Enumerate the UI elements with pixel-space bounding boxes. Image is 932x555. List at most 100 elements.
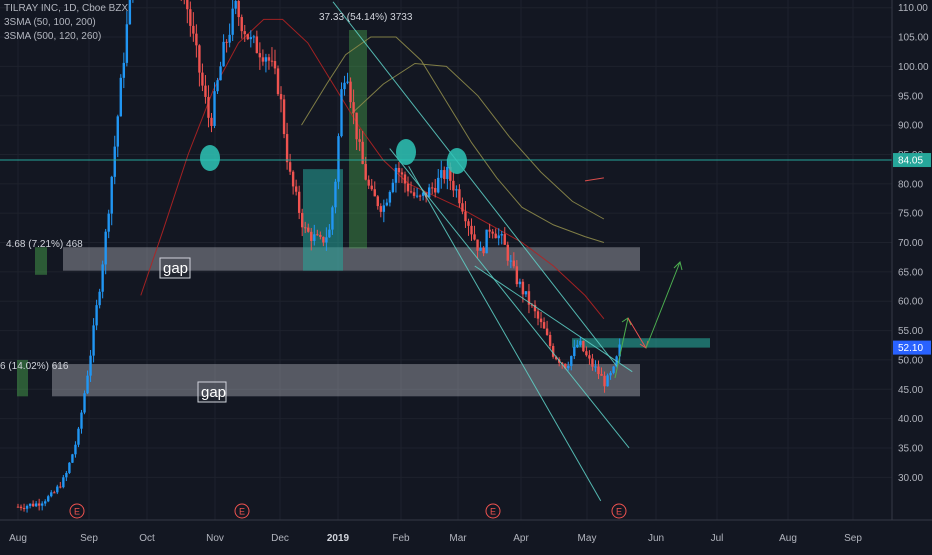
- x-tick-label: Nov: [206, 533, 224, 544]
- candle-body: [86, 375, 89, 394]
- candle-body: [304, 227, 307, 229]
- y-tick-label: 55.00: [898, 326, 923, 337]
- candle-body: [319, 234, 322, 237]
- candle-body: [246, 34, 249, 40]
- candle-body: [473, 234, 476, 240]
- candle-body: [116, 116, 119, 147]
- candle-body: [243, 31, 246, 35]
- y-tick-label: 90.00: [898, 121, 923, 132]
- candle-body: [576, 344, 579, 347]
- candle-body: [222, 41, 225, 67]
- x-tick-label: Feb: [392, 533, 410, 544]
- candle-body: [316, 234, 319, 236]
- earnings-marker-label: E: [239, 507, 245, 517]
- candle-body: [518, 281, 522, 285]
- gap-label: gap: [201, 384, 226, 401]
- candle-body: [455, 189, 458, 191]
- y-tick-label: 70.00: [898, 238, 923, 249]
- candle-body: [189, 9, 192, 26]
- x-tick-label: 2019: [327, 533, 350, 544]
- earnings-marker: [69, 503, 85, 519]
- candle-body: [98, 291, 101, 306]
- earnings-marker: [485, 503, 501, 519]
- candle-body: [612, 366, 615, 373]
- y-tick-label: 80.00: [898, 179, 923, 190]
- candle-body: [561, 362, 564, 364]
- candle-body: [119, 77, 122, 117]
- candle-body: [213, 91, 216, 126]
- candle-body: [521, 281, 525, 295]
- candle-body: [503, 234, 506, 245]
- candle-body: [385, 202, 389, 206]
- candle-body: [113, 146, 116, 177]
- candle-body: [588, 355, 591, 359]
- candle-body: [500, 234, 503, 236]
- candle-body: [594, 366, 597, 368]
- highlight-circle: [447, 148, 467, 174]
- candle-body: [554, 356, 558, 360]
- y-tick-label: 65.00: [898, 267, 923, 278]
- trendline-support: [474, 265, 633, 373]
- candle-body: [313, 234, 316, 241]
- candle-body: [285, 134, 289, 163]
- candle-body: [427, 187, 431, 198]
- legend-sma-slow[interactable]: 3SMA (500, 120, 260): [4, 31, 102, 42]
- last-price-badge: 52.10: [898, 343, 923, 354]
- y-tick-label: 100.00: [898, 62, 929, 73]
- x-tick-label: May: [578, 533, 597, 544]
- candle-body: [542, 322, 546, 329]
- candle-body: [418, 195, 422, 197]
- candle-body: [476, 239, 479, 251]
- forecast-arrow-head-3: [673, 261, 683, 271]
- earnings-marker-label: E: [490, 507, 496, 517]
- candle-body: [364, 164, 367, 180]
- candle-body: [110, 176, 113, 214]
- candle-body: [237, 0, 240, 18]
- candle-body: [28, 503, 32, 506]
- candle-body: [567, 365, 570, 369]
- candle-body: [388, 192, 392, 203]
- legend-sma-fast[interactable]: 3SMA (50, 100, 200): [4, 17, 96, 28]
- measure-label-large: 37.33 (54.14%) 3733: [319, 12, 413, 23]
- candle-body: [279, 94, 283, 100]
- legend-title[interactable]: TILRAY INC, 1D, Cboe BZX: [4, 3, 129, 14]
- gap-label-box: [159, 257, 191, 279]
- candle-body: [618, 344, 621, 357]
- candle-body: [579, 340, 582, 345]
- measure-label-small: 6 (14.02%) 616: [0, 361, 69, 372]
- candle-body: [443, 170, 446, 179]
- candle-body: [228, 34, 231, 43]
- candle-body: [264, 57, 268, 62]
- candle-body: [382, 205, 386, 212]
- candle-body: [219, 66, 222, 81]
- candle-body: [452, 180, 455, 191]
- candle-body: [291, 171, 295, 187]
- y-tick-label: 45.00: [898, 385, 923, 396]
- candle-body: [186, 0, 189, 10]
- highlight-circle: [396, 139, 416, 165]
- x-tick-label: Jun: [648, 533, 664, 544]
- candle-body: [125, 24, 129, 63]
- candle-body: [491, 231, 494, 234]
- candle-body: [47, 496, 50, 502]
- sma-olive-line-2: [351, 62, 605, 220]
- level-price-badge: 84.05: [898, 156, 923, 167]
- legend: TILRAY INC, 1D, Cboe BZX 3SMA (50, 100, …: [4, 2, 128, 44]
- moving-averages: [140, 18, 605, 320]
- trendline-middle: [389, 148, 630, 449]
- x-tick-label: Jul: [711, 533, 724, 544]
- candle-body: [403, 174, 407, 184]
- candle-body: [107, 213, 110, 232]
- y-tick-label: 60.00: [898, 297, 923, 308]
- candle-body: [31, 503, 35, 507]
- candle-body: [270, 60, 274, 62]
- candle-body: [192, 25, 195, 34]
- candle-body: [204, 85, 207, 97]
- candle-body: [482, 247, 485, 254]
- candle-body: [77, 428, 80, 445]
- candle-body: [95, 305, 98, 326]
- candle-body: [267, 57, 271, 61]
